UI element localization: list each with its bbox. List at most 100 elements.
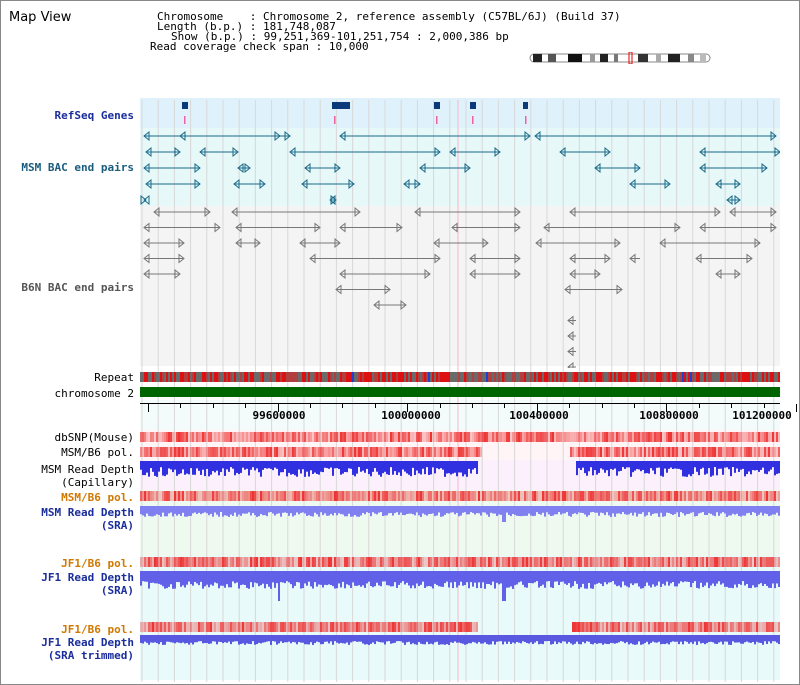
- bac-end-marker[interactable]: [314, 222, 321, 233]
- bac-end-marker[interactable]: [567, 315, 574, 326]
- bac-end-marker[interactable]: [354, 206, 361, 218]
- bac-end-marker[interactable]: [284, 130, 291, 142]
- bac-end-marker[interactable]: [400, 299, 407, 311]
- bac-end-marker[interactable]: [143, 130, 150, 142]
- bac-end-marker[interactable]: [433, 237, 440, 249]
- bac-end-marker[interactable]: [567, 361, 574, 368]
- track-label-msm-b6-pol-2[interactable]: MSM/B6 pol.: [61, 491, 134, 504]
- bac-end-marker[interactable]: [403, 178, 410, 190]
- bac-end-marker[interactable]: [178, 253, 185, 264]
- bac-end-marker[interactable]: [715, 178, 722, 190]
- bac-end-marker[interactable]: [335, 284, 342, 295]
- track-label-jf1-depth-trim[interactable]: JF1 Read Depth: [41, 636, 134, 649]
- bac-end-marker[interactable]: [729, 206, 736, 218]
- bac-end-marker[interactable]: [254, 237, 261, 249]
- bac-end-marker[interactable]: [514, 222, 521, 233]
- bac-end-marker[interactable]: [145, 178, 152, 190]
- bac-end-marker[interactable]: [734, 268, 741, 280]
- track-label-dbsnp[interactable]: dbSNP(Mouse): [54, 431, 134, 444]
- track-label-msm-depth-sra[interactable]: MSM Read Depth: [41, 506, 134, 519]
- bac-end-marker[interactable]: [309, 253, 316, 264]
- bac-end-marker[interactable]: [179, 130, 186, 142]
- bac-end-marker[interactable]: [329, 194, 336, 206]
- bac-end-marker[interactable]: [434, 253, 441, 264]
- bac-end-marker[interactable]: [634, 162, 641, 174]
- bac-end-marker[interactable]: [174, 146, 181, 158]
- bac-end-marker[interactable]: [469, 253, 476, 264]
- bac-end-marker[interactable]: [629, 178, 636, 190]
- track-label-jf1-b6-pol-2[interactable]: JF1/B6 pol.: [61, 623, 134, 636]
- bac-end-marker[interactable]: [140, 194, 147, 206]
- refseq-gene[interactable]: [434, 102, 440, 109]
- bac-end-marker[interactable]: [449, 146, 456, 158]
- bac-end-marker[interactable]: [604, 146, 611, 158]
- bac-end-marker[interactable]: [143, 268, 150, 280]
- bac-end-marker[interactable]: [301, 178, 308, 190]
- bac-end-marker[interactable]: [143, 162, 150, 174]
- bac-end-marker[interactable]: [178, 237, 185, 249]
- bac-end-marker[interactable]: [659, 237, 666, 249]
- bac-end-marker[interactable]: [614, 237, 621, 249]
- track-label-msm-b6-pol-1[interactable]: MSM/B6 pol.: [61, 446, 134, 459]
- bac-end-marker[interactable]: [153, 206, 160, 218]
- refseq-gene[interactable]: [182, 102, 188, 109]
- bac-end-marker[interactable]: [734, 178, 741, 190]
- bac-end-marker[interactable]: [714, 206, 721, 218]
- bac-end-marker[interactable]: [514, 206, 521, 218]
- bac-end-marker[interactable]: [235, 237, 242, 249]
- depth-tracks[interactable]: [140, 432, 780, 682]
- chromosome-bar[interactable]: [140, 387, 780, 397]
- feature-tracks[interactable]: [140, 98, 780, 368]
- bac-end-marker[interactable]: [334, 162, 341, 174]
- bac-end-marker[interactable]: [304, 162, 311, 174]
- track-label-chromosome[interactable]: chromosome 2: [54, 387, 134, 400]
- bac-end-marker[interactable]: [434, 146, 441, 158]
- bac-end-marker[interactable]: [604, 253, 611, 264]
- bac-end-marker[interactable]: [232, 146, 239, 158]
- repeat-track[interactable]: [140, 372, 780, 382]
- bac-end-marker[interactable]: [770, 222, 777, 233]
- refseq-gene[interactable]: [332, 102, 350, 109]
- bac-end-marker[interactable]: [194, 162, 201, 174]
- bac-end-marker[interactable]: [451, 222, 458, 233]
- bac-end-marker[interactable]: [244, 162, 251, 174]
- track-label-msm-depth-capillary[interactable]: MSM Read Depth: [41, 463, 134, 476]
- bac-end-marker[interactable]: [524, 130, 531, 142]
- bac-end-marker[interactable]: [726, 194, 733, 206]
- bac-end-marker[interactable]: [514, 268, 521, 280]
- bac-end-marker[interactable]: [699, 162, 706, 174]
- bac-end-marker[interactable]: [339, 130, 346, 142]
- track-label-jf1-depth-sra[interactable]: JF1 Read Depth: [41, 571, 134, 584]
- bac-end-marker[interactable]: [199, 146, 206, 158]
- bac-end-marker[interactable]: [699, 146, 706, 158]
- bac-end-marker[interactable]: [535, 237, 542, 249]
- bac-end-marker[interactable]: [396, 222, 403, 233]
- bac-end-marker[interactable]: [419, 162, 426, 174]
- bac-end-marker[interactable]: [770, 206, 777, 218]
- bac-end-marker[interactable]: [746, 253, 753, 264]
- bac-end-marker[interactable]: [204, 206, 211, 218]
- bac-end-marker[interactable]: [569, 253, 576, 264]
- bac-end-marker[interactable]: [482, 237, 489, 249]
- bac-end-marker[interactable]: [594, 268, 601, 280]
- bac-end-marker[interactable]: [237, 162, 244, 174]
- bac-end-marker[interactable]: [734, 194, 741, 206]
- track-label-repeat[interactable]: Repeat: [94, 371, 134, 384]
- bac-end-marker[interactable]: [567, 346, 574, 357]
- bac-end-marker[interactable]: [174, 268, 181, 280]
- bac-end-marker[interactable]: [664, 178, 671, 190]
- bac-end-marker[interactable]: [543, 222, 550, 233]
- refseq-gene[interactable]: [470, 102, 476, 109]
- bac-end-marker[interactable]: [143, 194, 150, 206]
- bac-end-marker[interactable]: [567, 330, 574, 342]
- bac-end-marker[interactable]: [424, 268, 431, 280]
- bac-end-marker[interactable]: [569, 206, 576, 218]
- bac-end-marker[interactable]: [494, 146, 501, 158]
- bac-end-marker[interactable]: [143, 253, 150, 264]
- bac-end-marker[interactable]: [339, 222, 346, 233]
- bac-end-marker[interactable]: [594, 162, 601, 174]
- bac-end-marker[interactable]: [616, 284, 623, 295]
- bac-end-marker[interactable]: [348, 178, 355, 190]
- bac-end-marker[interactable]: [143, 237, 150, 249]
- bac-end-marker[interactable]: [334, 237, 341, 249]
